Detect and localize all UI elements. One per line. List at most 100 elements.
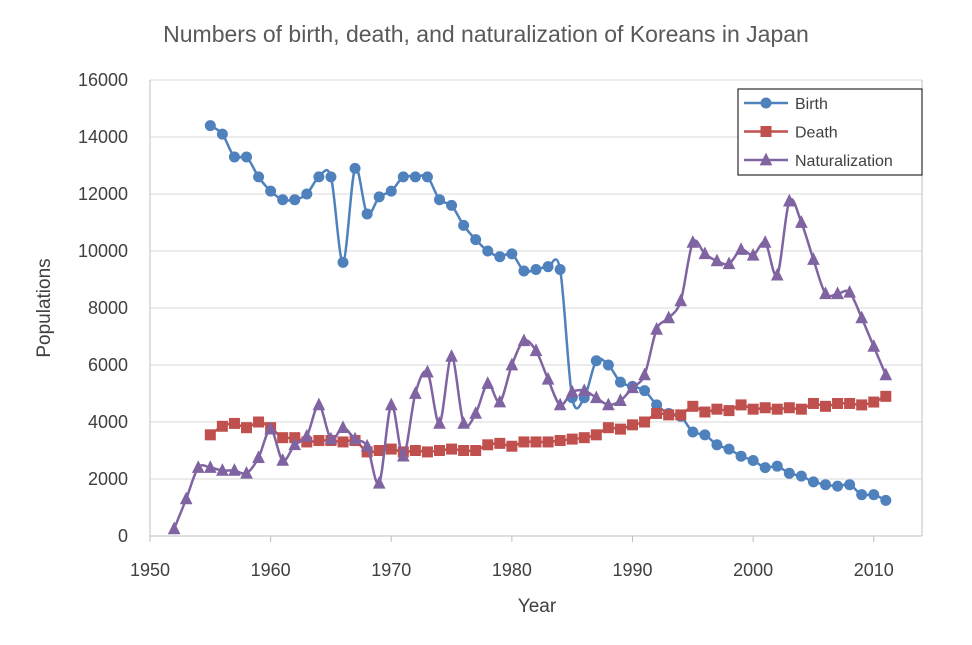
naturalization-point: [795, 215, 808, 228]
death-point: [241, 422, 252, 434]
birth-point: [397, 171, 409, 183]
birth-point: [687, 426, 699, 438]
naturalization-point: [758, 235, 772, 248]
birth-point: [783, 467, 795, 479]
x-tick-label: 1980: [492, 560, 532, 580]
birth-point: [337, 256, 349, 268]
birth-point: [771, 460, 783, 472]
naturalization-point: [433, 416, 446, 429]
naturalization-point: [638, 367, 651, 381]
death-point: [518, 436, 530, 448]
naturalization-point: [276, 453, 290, 466]
naturalization-point: [228, 463, 241, 476]
birth-point: [530, 264, 542, 276]
naturalization-point: [264, 421, 277, 435]
death-point: [337, 436, 349, 448]
birth-point: [313, 171, 325, 183]
birth-point: [542, 261, 554, 273]
naturalization-point: [831, 286, 844, 300]
birth-point: [590, 355, 602, 367]
legend-swatch-marker: [760, 97, 772, 109]
birth-point: [651, 399, 663, 411]
naturalization-point: [589, 390, 603, 404]
birth-point: [711, 439, 723, 451]
death-point: [482, 439, 494, 451]
death-point: [747, 403, 759, 415]
gridlines: [150, 79, 922, 480]
birth-point: [409, 171, 421, 183]
birth-point: [325, 171, 337, 183]
legend-label: Death: [795, 125, 838, 142]
birth-point: [434, 194, 445, 206]
death-point: [373, 445, 385, 456]
naturalization-point: [674, 293, 688, 307]
naturalization-point: [167, 521, 181, 535]
birth-point: [614, 376, 626, 388]
birth-point: [494, 251, 506, 263]
naturalization-point: [203, 460, 217, 473]
naturalization-point: [577, 383, 591, 396]
death-point: [832, 397, 844, 409]
death-point: [735, 399, 747, 411]
naturalization-point: [698, 246, 712, 260]
death-point: [385, 443, 397, 455]
death-point: [663, 409, 675, 421]
naturalization-point: [746, 247, 760, 261]
death-point: [651, 407, 663, 419]
y-tick-label: 16000: [78, 70, 128, 90]
death-point: [856, 399, 868, 411]
birth-point: [832, 480, 844, 492]
death-point: [602, 422, 614, 434]
birth-point: [373, 191, 385, 203]
death-point: [277, 432, 289, 444]
death-point: [409, 445, 421, 456]
legend-label: Birth: [795, 96, 828, 113]
birth-point: [228, 151, 240, 163]
death-point: [470, 445, 482, 456]
naturalization-point: [734, 242, 748, 255]
legend-swatch-marker: [759, 152, 773, 166]
birth-point: [204, 120, 216, 132]
birth-point: [639, 385, 651, 397]
death-point: [204, 429, 216, 441]
birth-point: [554, 264, 566, 276]
naturalization-point: [300, 428, 314, 442]
death-point: [542, 436, 554, 448]
birth-point: [458, 219, 470, 231]
naturalization-point: [372, 475, 386, 489]
birth-point: [446, 199, 458, 211]
death-point: [627, 419, 638, 431]
series-layer: [167, 120, 893, 535]
birth-point: [289, 194, 301, 206]
legend-swatch-marker: [760, 126, 772, 137]
chart-title: Numbers of birth, death, and naturalizat…: [163, 21, 809, 47]
birth-point: [253, 171, 265, 183]
naturalization-point: [541, 371, 555, 385]
naturalization-point: [336, 420, 350, 434]
naturalization-point: [843, 285, 856, 298]
birth-point: [602, 359, 614, 371]
death-point: [566, 433, 578, 445]
death-point: [614, 423, 626, 435]
y-tick-label: 10000: [78, 241, 128, 261]
birth-point: [241, 151, 252, 163]
y-tick-label: 4000: [88, 412, 128, 432]
naturalization-point: [216, 463, 229, 476]
death-point: [228, 417, 240, 429]
birth-point: [361, 208, 373, 220]
birth-point: [795, 470, 807, 482]
naturalization-point: [662, 310, 676, 324]
naturalization-point: [710, 253, 724, 267]
naturalization-point: [384, 397, 398, 411]
birth-point: [807, 476, 819, 488]
death-point: [723, 405, 735, 417]
naturalization-point: [782, 193, 796, 207]
x-tick-label: 1970: [371, 560, 411, 580]
birth-point: [506, 248, 518, 260]
birth-point: [216, 128, 228, 140]
birth-point: [470, 234, 482, 246]
naturalization-point: [445, 349, 458, 362]
x-axis-title: Year: [518, 596, 557, 617]
x-tick-label: 2010: [854, 560, 894, 580]
